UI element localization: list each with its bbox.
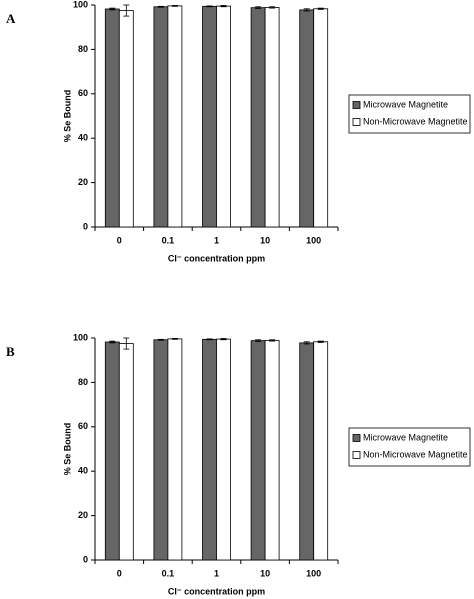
legend-box — [348, 94, 471, 134]
error-bar — [303, 8, 310, 12]
x-tick-label: 100 — [306, 235, 321, 245]
y-tick-label: 60 — [78, 88, 88, 98]
x-tick-label: 0 — [117, 568, 122, 578]
bar — [118, 343, 134, 561]
bar — [167, 338, 183, 561]
x-tick-label: 10 — [260, 235, 270, 245]
bar — [153, 339, 169, 561]
bar — [118, 10, 134, 228]
bar — [104, 8, 120, 228]
y-tick-label: 100 — [73, 332, 88, 342]
panel-label: B — [6, 344, 15, 359]
bar — [167, 5, 183, 228]
legend-swatch — [352, 118, 361, 126]
error-bar — [206, 5, 213, 8]
error-bar — [171, 5, 178, 7]
x-tick-label: 10 — [260, 568, 270, 578]
error-bar — [220, 5, 227, 8]
error-bar — [317, 7, 324, 10]
error-bar — [269, 339, 276, 342]
x-tick-label: 1 — [214, 568, 219, 578]
bar — [313, 8, 329, 228]
x-tick-label: 0 — [117, 235, 122, 245]
y-tick-label: 0 — [83, 221, 88, 231]
error-bar — [157, 5, 164, 8]
bar — [313, 341, 329, 561]
bar — [104, 341, 120, 561]
legend-label: Non-Microwave Magnetite — [363, 449, 468, 459]
y-axis-label: % Se Bound — [62, 90, 72, 143]
bar — [250, 7, 266, 228]
x-tick-label: 0.1 — [162, 235, 175, 245]
x-axis-label: Cl⁻ concentration ppm — [168, 586, 265, 596]
y-tick-label: 40 — [78, 466, 88, 476]
y-tick-label: 20 — [78, 177, 88, 187]
bar — [202, 338, 217, 561]
error-bar — [255, 6, 262, 9]
error-bar — [123, 337, 130, 350]
y-tick-label: 0 — [83, 554, 88, 564]
error-bar — [317, 340, 324, 343]
error-bar — [157, 338, 164, 341]
bar — [264, 7, 280, 228]
legend-label: Microwave Magnetite — [363, 99, 448, 109]
error-bar — [171, 338, 178, 340]
legend-label: Non-Microwave Magnetite — [363, 116, 468, 126]
bar — [202, 5, 217, 228]
error-bar — [255, 339, 262, 342]
legend-swatch — [352, 451, 361, 459]
panel-label: A — [6, 11, 16, 26]
y-tick-label: 60 — [78, 421, 88, 431]
error-bar — [109, 7, 116, 11]
error-bar — [220, 338, 227, 341]
error-bar — [123, 4, 130, 17]
error-bar — [109, 340, 116, 344]
y-axis-label: % Se Bound — [62, 423, 72, 476]
y-tick-label: 20 — [78, 510, 88, 520]
bar — [250, 340, 266, 561]
bar — [299, 9, 315, 228]
y-tick-label: 100 — [73, 0, 88, 9]
legend-swatch — [352, 434, 361, 442]
error-bar — [303, 341, 310, 345]
x-tick-label: 100 — [306, 568, 321, 578]
legend-swatch — [352, 101, 361, 109]
bar — [264, 340, 280, 561]
y-tick-label: 80 — [78, 44, 88, 54]
bar — [216, 338, 231, 561]
legend-box — [348, 427, 471, 467]
x-axis-label: Cl⁻ concentration ppm — [168, 253, 265, 263]
y-tick-label: 80 — [78, 377, 88, 387]
x-tick-label: 0.1 — [162, 568, 175, 578]
bar — [216, 5, 231, 228]
bar — [299, 342, 315, 561]
bar — [153, 6, 169, 228]
error-bar — [269, 6, 276, 9]
y-tick-label: 40 — [78, 133, 88, 143]
legend-label: Microwave Magnetite — [363, 432, 448, 442]
x-tick-label: 1 — [214, 235, 219, 245]
error-bar — [206, 338, 213, 341]
